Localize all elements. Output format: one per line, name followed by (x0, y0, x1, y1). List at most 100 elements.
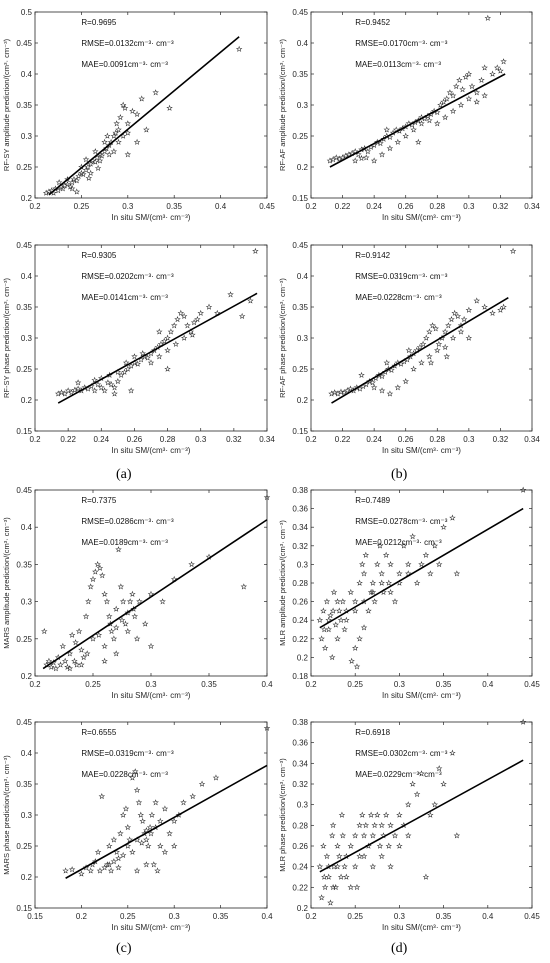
y-axis-label: RF-SY amplitude prediction/(cm³· cm⁻³) (2, 38, 11, 171)
y-tick-label: 0.36 (292, 505, 308, 514)
data-point (87, 583, 94, 590)
x-tick-label: 0.32 (493, 435, 509, 444)
data-point (343, 616, 350, 623)
data-point (393, 126, 400, 133)
data-point (449, 749, 456, 756)
data-point (133, 110, 141, 118)
data-point (129, 848, 136, 855)
data-point (75, 627, 83, 635)
data-point (214, 309, 221, 316)
data-point (377, 140, 384, 147)
data-point (147, 642, 155, 649)
stat-text: R=0.9142 (355, 251, 390, 260)
data-point (449, 107, 457, 114)
data-point (519, 486, 527, 493)
data-point (106, 141, 113, 149)
data-point (138, 95, 145, 102)
data-point (131, 353, 138, 360)
data-point (336, 607, 343, 614)
data-point (103, 145, 110, 152)
data-point (101, 642, 108, 649)
data-point (98, 793, 106, 800)
data-point (106, 151, 113, 158)
data-point (405, 570, 412, 577)
data-point (170, 322, 178, 329)
data-point (152, 799, 159, 806)
data-point (127, 387, 135, 394)
fit-line (331, 297, 509, 404)
x-tick-label: 0.45 (259, 202, 275, 211)
data-point (341, 626, 348, 633)
fit-line (57, 292, 258, 404)
data-point (459, 86, 466, 93)
data-point (435, 561, 443, 568)
data-point (449, 92, 457, 99)
data-point (481, 92, 488, 99)
data-point (78, 646, 85, 653)
y-tick-label: 0.18 (292, 672, 308, 681)
data-point (115, 855, 122, 862)
data-point (103, 598, 111, 605)
x-tick-label: 0.25 (74, 202, 90, 211)
x-tick-label: 0.34 (259, 435, 275, 444)
data-point (161, 848, 169, 855)
data-point (58, 389, 65, 396)
data-point (122, 359, 130, 366)
data-point (45, 657, 53, 664)
data-point (456, 76, 463, 83)
data-point (465, 306, 473, 313)
data-point (405, 347, 413, 354)
data-point (409, 780, 416, 787)
data-point (188, 561, 195, 568)
y-tick-label: 0.45 (16, 718, 32, 727)
data-point (434, 347, 441, 354)
fit-line (329, 73, 506, 168)
data-point (119, 101, 127, 108)
y-axis-label: RF-SY phase prediction/(cm³· cm⁻³) (2, 277, 11, 398)
data-point (369, 588, 377, 596)
data-point (323, 598, 331, 605)
y-tick-label: 0.24 (292, 616, 308, 625)
data-point (112, 129, 119, 136)
stat-text: RMSE=0.0202cm⁻³· cm⁻³ (81, 272, 174, 281)
data-point (66, 665, 74, 672)
data-point (154, 867, 161, 874)
y-tick-label: 0.45 (16, 486, 32, 495)
y-tick-label: 0.4 (21, 272, 33, 281)
data-point (371, 821, 378, 829)
panel-label-a: (a) (116, 467, 132, 482)
data-point (110, 635, 118, 642)
data-point (205, 303, 213, 310)
data-point (351, 598, 359, 605)
data-point (409, 533, 416, 540)
data-point (174, 316, 181, 323)
data-point (468, 83, 476, 90)
data-point (378, 151, 386, 158)
data-point (74, 385, 82, 392)
data-point (124, 129, 132, 136)
data-point (359, 811, 366, 818)
x-tick-label: 0.2 (29, 435, 41, 444)
data-point (87, 169, 94, 176)
data-point (405, 801, 412, 808)
data-point (394, 384, 402, 391)
data-point (427, 811, 434, 818)
data-point (124, 824, 132, 831)
data-point (110, 836, 118, 843)
data-point (465, 334, 473, 341)
data-point (92, 158, 99, 165)
y-tick-label: 0.25 (16, 635, 32, 644)
data-point (189, 793, 196, 800)
data-point (184, 322, 191, 329)
data-point (378, 387, 386, 394)
data-point (263, 494, 271, 501)
data-point (500, 303, 507, 310)
data-point (321, 883, 329, 891)
panel-label-d: (d) (391, 941, 408, 956)
data-point (320, 842, 327, 849)
data-point (440, 780, 447, 787)
data-point (110, 148, 118, 155)
data-point (75, 172, 82, 180)
data-point (112, 650, 120, 657)
data-point (104, 132, 111, 139)
